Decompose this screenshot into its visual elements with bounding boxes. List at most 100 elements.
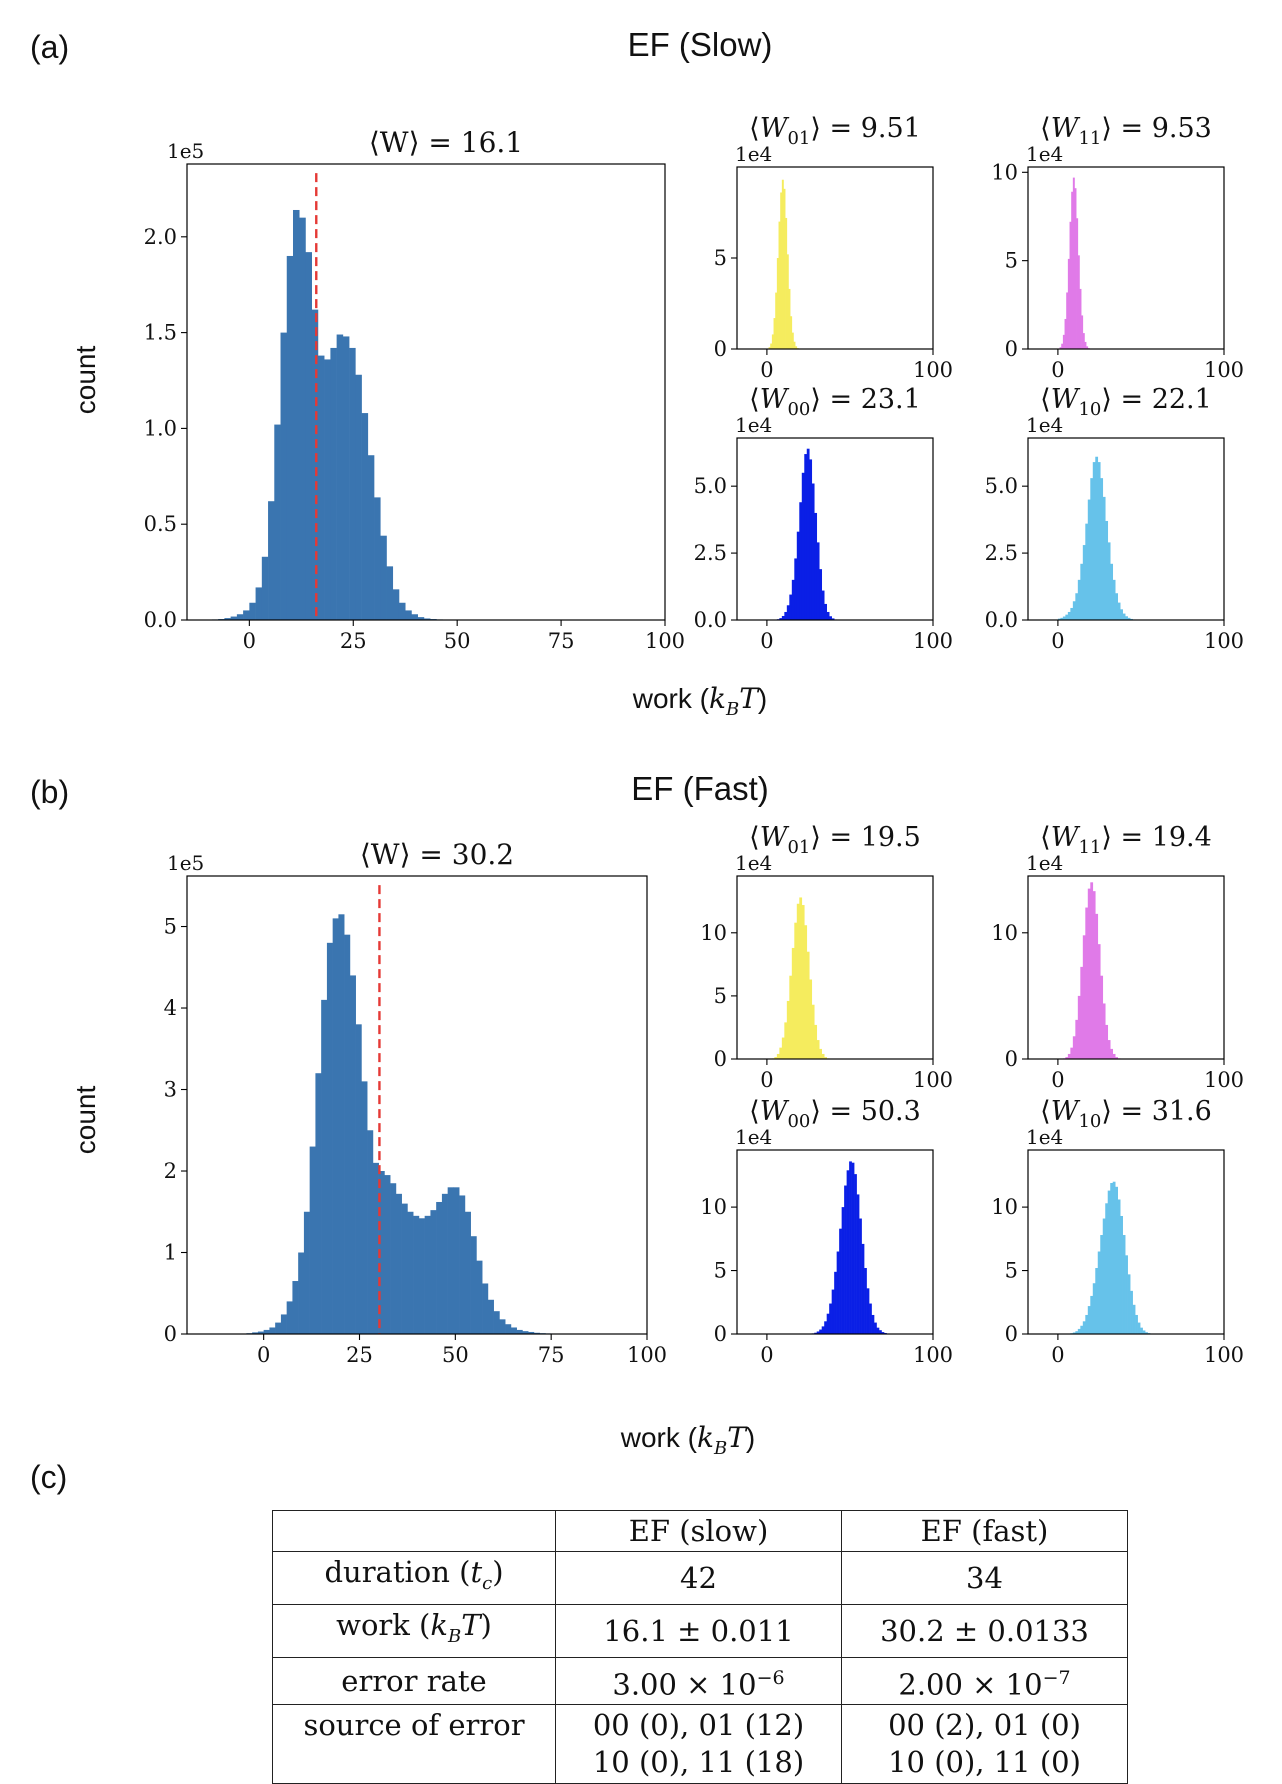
histogram-bar — [1068, 1054, 1071, 1059]
histogram-bar — [1105, 1025, 1108, 1059]
histogram-bar — [784, 612, 787, 620]
histogram-bar — [1103, 1003, 1106, 1059]
histogram-bar — [852, 1163, 855, 1334]
histogram-bar — [380, 536, 387, 620]
y-tick-label: 1.5 — [144, 321, 177, 345]
histogram-bar — [275, 1323, 281, 1334]
histogram-bar — [384, 1175, 390, 1334]
histogram-bar — [505, 1324, 511, 1334]
table-row: work (kBT) 16.1 ± 0.011 30.2 ± 0.0133 — [273, 1604, 1128, 1657]
histogram-bar — [799, 897, 802, 1059]
histogram-bar — [399, 603, 406, 620]
histogram-bar — [367, 1130, 373, 1334]
histogram-bar — [814, 1025, 817, 1059]
histogram-bar — [411, 614, 418, 620]
histogram-bar — [1068, 612, 1071, 620]
axis-multiplier: 1e4 — [1026, 142, 1063, 166]
histogram-bar — [324, 359, 331, 620]
histogram-bar — [849, 1161, 852, 1334]
histogram-bar — [274, 425, 281, 620]
histogram-bar — [1088, 500, 1091, 620]
histogram-bar — [827, 1314, 830, 1334]
histogram-bar — [869, 1304, 872, 1334]
histogram-bar — [812, 1005, 815, 1059]
histogram-bar — [269, 1327, 275, 1334]
histogram-bar — [1093, 462, 1096, 620]
histogram-bar — [1075, 1020, 1078, 1059]
histogram-bar — [824, 1321, 827, 1334]
histogram-bar — [1073, 1036, 1076, 1059]
histogram-bar — [822, 591, 825, 620]
histogram-bar — [256, 587, 263, 620]
histogram-bar — [1098, 1252, 1101, 1334]
histogram-bar — [1093, 1283, 1096, 1334]
histogram-bar — [430, 1210, 436, 1334]
histogram-bar — [777, 1054, 780, 1059]
histogram-bar — [488, 1300, 494, 1334]
histogram-bar — [1113, 1054, 1116, 1059]
histogram-bar — [789, 595, 792, 620]
histogram-bar — [797, 532, 800, 620]
histogram-bar — [1065, 615, 1068, 620]
y-tick-label: 10 — [991, 921, 1018, 945]
x-tick-label: 0 — [760, 1068, 773, 1092]
y-tick-label: 5 — [714, 246, 727, 270]
histogram-bar — [862, 1244, 865, 1334]
histogram-bar — [1123, 1235, 1126, 1334]
histogram-bar — [1098, 944, 1101, 1059]
histogram-bar — [1110, 1183, 1113, 1334]
histogram-bar — [812, 484, 815, 621]
y-tick-label: 5 — [1005, 1259, 1018, 1283]
histogram-bar — [338, 914, 344, 1334]
histogram-bar — [337, 335, 344, 620]
y-tick-label: 2.0 — [144, 225, 177, 249]
plot-frame — [1028, 438, 1224, 620]
y-tick-label: 5.0 — [985, 474, 1018, 498]
histogram-bar — [362, 413, 369, 620]
histogram-bar — [1098, 462, 1101, 620]
axis-multiplier: 1e4 — [1026, 413, 1063, 437]
histogram-bar — [844, 1186, 847, 1334]
histogram-bar — [1110, 1049, 1113, 1059]
subplot-title: ⟨W10⟩ = 31.6 — [1040, 1096, 1212, 1132]
x-tick-label: 100 — [913, 1343, 953, 1367]
y-tick-label: 0.0 — [985, 608, 1018, 632]
y-tick-label: 0.0 — [144, 608, 177, 632]
plot-frame — [1028, 167, 1224, 349]
table-cell: 2.00 × 10−7 — [842, 1657, 1128, 1705]
histogram-bar — [402, 1204, 408, 1334]
histogram-bar — [864, 1268, 867, 1334]
y-tick-label: 0.0 — [694, 608, 727, 632]
histogram-bar — [1095, 914, 1098, 1059]
histogram-bar — [499, 1319, 505, 1334]
table-header-row: EF (slow) EF (fast) — [273, 1511, 1128, 1552]
histogram-bar — [350, 975, 356, 1334]
histogram-bar — [442, 1194, 448, 1334]
histogram-bar — [1088, 889, 1091, 1059]
x-tick-label: 100 — [913, 1068, 953, 1092]
histogram-bar — [405, 610, 412, 620]
histogram-bar — [1100, 1235, 1103, 1334]
table-cell: 30.2 ± 0.0133 — [842, 1604, 1128, 1657]
histogram-bar — [817, 1040, 820, 1059]
histogram-bar — [1103, 1219, 1106, 1334]
histogram-bar — [293, 210, 300, 620]
histogram-bar — [1080, 967, 1083, 1059]
histogram-bar — [436, 1202, 442, 1334]
panel-a-label: (a) — [30, 29, 69, 65]
histogram-bar — [318, 356, 325, 620]
x-tick-label: 100 — [645, 629, 685, 653]
y-tick-label: 10 — [991, 160, 1018, 184]
subplot-title: ⟨W10⟩ = 22.1 — [1040, 384, 1212, 420]
histogram-bar — [315, 1073, 321, 1334]
axis-multiplier: 1e4 — [735, 1125, 772, 1149]
histogram-bar — [782, 616, 785, 620]
y-tick-label: 10 — [700, 1195, 727, 1219]
table-row: duration (tc) 42 34 — [273, 1552, 1128, 1605]
panel-b-title: EF (Fast) — [631, 770, 769, 807]
histogram-bar — [1135, 1315, 1138, 1334]
